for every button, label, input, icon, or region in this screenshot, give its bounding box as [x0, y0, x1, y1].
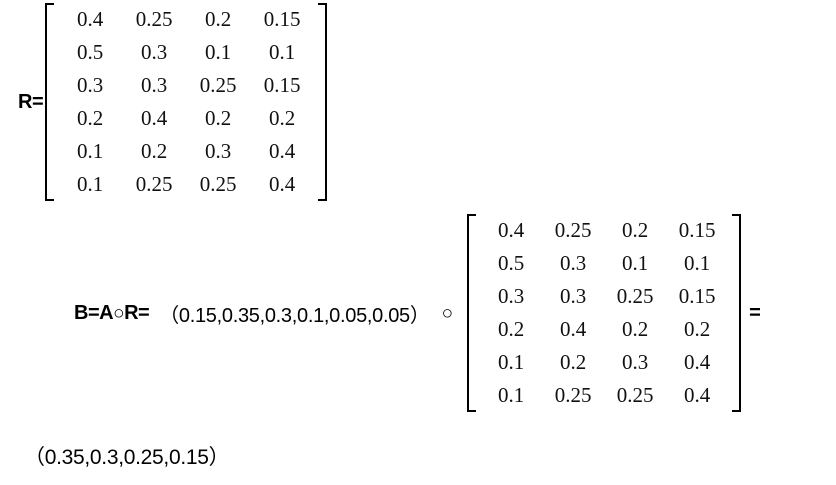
matrix-cell-r5c3: 0.3: [205, 139, 232, 163]
matrix-row: 0.5 0.3 0.1 0.1: [480, 247, 728, 280]
matrix-r-label: R=: [18, 90, 44, 113]
matrix-r-expression: R= 0.4 0.25 0.2 0.15 0.5 0.3 0.1 0.1 0.3 0.3 0.25 0…: [18, 3, 328, 201]
matrix-r-copy-body: 0.4 0.25 0.2 0.15 0.5 0.3 0.1 0.1 0.3 0.3 0.25 0.15…: [480, 214, 728, 412]
matrix-row: 0.4 0.25 0.2 0.15: [480, 214, 728, 247]
matrix-row: 0.1 0.25 0.25 0.4: [480, 379, 728, 412]
matrix-cell-r5c4: 0.4: [269, 139, 296, 163]
matrix-cell-r4c2: 0.4: [559, 317, 587, 341]
matrix-r: 0.4 0.25 0.2 0.15 0.5 0.3 0.1 0.1 0.3 0.3 0.25 0.15…: [45, 3, 328, 201]
matrix-cell-r2c2: 0.3: [141, 40, 168, 64]
matrix-row: 0.3 0.3 0.25 0.15: [480, 280, 728, 313]
matrix-cell-r4c4: 0.2: [683, 317, 711, 341]
matrix-cell-r1c2: 0.25: [135, 7, 173, 31]
matrix-cell-r1c3: 0.2: [621, 218, 649, 242]
matrix-cell-r3c1: 0.3: [77, 73, 104, 97]
matrix-cell-r1c4: 0.15: [263, 7, 301, 31]
matrix-r-left-bracket: [45, 3, 58, 201]
composition-equation: B=A○R= （0.15,0.35,0.3,0.1,0.05,0.05） ○ 0…: [74, 214, 761, 412]
matrix-cell-r4c1: 0.2: [77, 106, 104, 130]
matrix-cell-r1c4: 0.15: [678, 218, 716, 242]
equation-r-equals: R=: [124, 301, 150, 324]
matrix-cell-r6c4: 0.4: [269, 172, 296, 196]
matrix-row: 0.5 0.3 0.1 0.1: [58, 36, 314, 69]
equation-trailing-equals: =: [749, 301, 761, 324]
matrix-row: 0.2 0.4 0.2 0.2: [58, 102, 314, 135]
matrix-cell-r2c1: 0.5: [77, 40, 104, 64]
matrix-cell-r2c3: 0.1: [205, 40, 232, 64]
equation-lead-label: B=A○R=: [74, 301, 150, 325]
matrix-row: 0.1 0.25 0.25 0.4: [58, 168, 314, 201]
matrix-row: 0.1 0.2 0.3 0.4: [480, 346, 728, 379]
vector-a-values: （0.15,0.35,0.3,0.1,0.05,0.05）: [159, 304, 430, 327]
matrix-row: 0.3 0.3 0.25 0.15: [58, 69, 314, 102]
matrix-cell-r1c1: 0.4: [77, 7, 104, 31]
matrix-r-right-bracket: [314, 3, 328, 201]
matrix-cell-r4c4: 0.2: [269, 106, 296, 130]
matrix-cell-r3c2: 0.3: [559, 284, 587, 308]
matrix-cell-r5c2: 0.2: [141, 139, 168, 163]
matrix-row: 0.2 0.4 0.2 0.2: [480, 313, 728, 346]
matrix-cell-r3c3: 0.25: [616, 284, 654, 308]
matrix-cell-r6c3: 0.25: [616, 383, 654, 407]
matrix-cell-r2c3: 0.1: [621, 251, 649, 275]
matrix-r-copy-left-bracket: [467, 214, 480, 412]
matrix-cell-r5c1: 0.1: [497, 350, 525, 374]
matrix-cell-r6c2: 0.25: [135, 172, 173, 196]
matrix-cell-r3c1: 0.3: [497, 284, 525, 308]
equation-b-equals-a: B=A: [74, 301, 114, 324]
matrix-cell-r5c4: 0.4: [683, 350, 711, 374]
matrix-cell-r6c3: 0.25: [199, 172, 237, 196]
matrix-cell-r1c2: 0.25: [554, 218, 592, 242]
matrix-cell-r3c2: 0.3: [141, 73, 168, 97]
composition-operator-icon: ○: [441, 302, 454, 324]
matrix-cell-r5c3: 0.3: [621, 350, 649, 374]
matrix-row: 0.4 0.25 0.2 0.15: [58, 3, 314, 36]
matrix-cell-r6c1: 0.1: [497, 383, 525, 407]
matrix-cell-r1c1: 0.4: [497, 218, 525, 242]
matrix-r-body: 0.4 0.25 0.2 0.15 0.5 0.3 0.1 0.1 0.3 0.3 0.25 0.15…: [58, 3, 314, 201]
matrix-cell-r6c1: 0.1: [77, 172, 104, 196]
fuzzy-composition-icon: ○: [113, 302, 125, 324]
matrix-cell-r4c2: 0.4: [141, 106, 168, 130]
matrix-cell-r1c3: 0.2: [205, 7, 232, 31]
matrix-cell-r5c2: 0.2: [559, 350, 587, 374]
matrix-cell-r4c3: 0.2: [621, 317, 649, 341]
matrix-cell-r4c1: 0.2: [497, 317, 525, 341]
matrix-cell-r2c2: 0.3: [559, 251, 587, 275]
matrix-cell-r2c4: 0.1: [269, 40, 296, 64]
matrix-cell-r6c2: 0.25: [554, 383, 592, 407]
matrix-cell-r6c4: 0.4: [683, 383, 711, 407]
matrix-cell-r2c4: 0.1: [683, 251, 711, 275]
matrix-r-copy: 0.4 0.25 0.2 0.15 0.5 0.3 0.1 0.1 0.3 0.3 0.25 0.15…: [467, 214, 742, 412]
matrix-cell-r4c3: 0.2: [205, 106, 232, 130]
matrix-cell-r5c1: 0.1: [77, 139, 104, 163]
matrix-cell-r3c3: 0.25: [199, 73, 237, 97]
matrix-cell-r2c1: 0.5: [497, 251, 525, 275]
matrix-cell-r3c4: 0.15: [678, 284, 716, 308]
matrix-row: 0.1 0.2 0.3 0.4: [58, 135, 314, 168]
matrix-r-copy-right-bracket: [728, 214, 742, 412]
result-vector-b: （0.35,0.3,0.25,0.15）: [24, 446, 230, 469]
matrix-cell-r3c4: 0.15: [263, 73, 301, 97]
